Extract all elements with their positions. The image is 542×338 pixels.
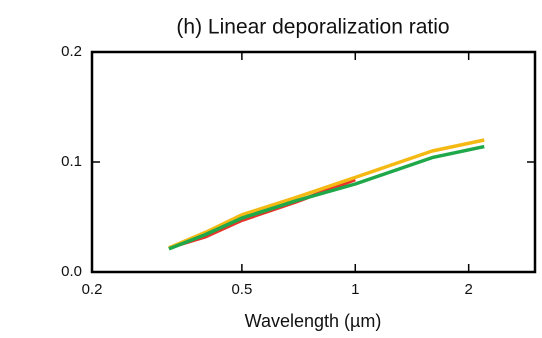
series-line — [168, 144, 485, 251]
series-line — [168, 138, 485, 250]
plot-frame — [90, 50, 537, 274]
y-tick-label: 0.1 — [61, 153, 82, 170]
y-tick-label: 0.0 — [61, 263, 82, 280]
x-tick-label: 0.2 — [82, 281, 103, 298]
x-tick-label: 2 — [464, 281, 472, 298]
chart-title: (h) Linear deporalization ratio — [176, 16, 449, 39]
x-tick-label: 0.5 — [231, 281, 252, 298]
y-tick-label: 0.2 — [61, 43, 82, 60]
x-axis-label: Wavelength (µm) — [245, 311, 382, 331]
x-tick-label: 1 — [351, 281, 359, 298]
